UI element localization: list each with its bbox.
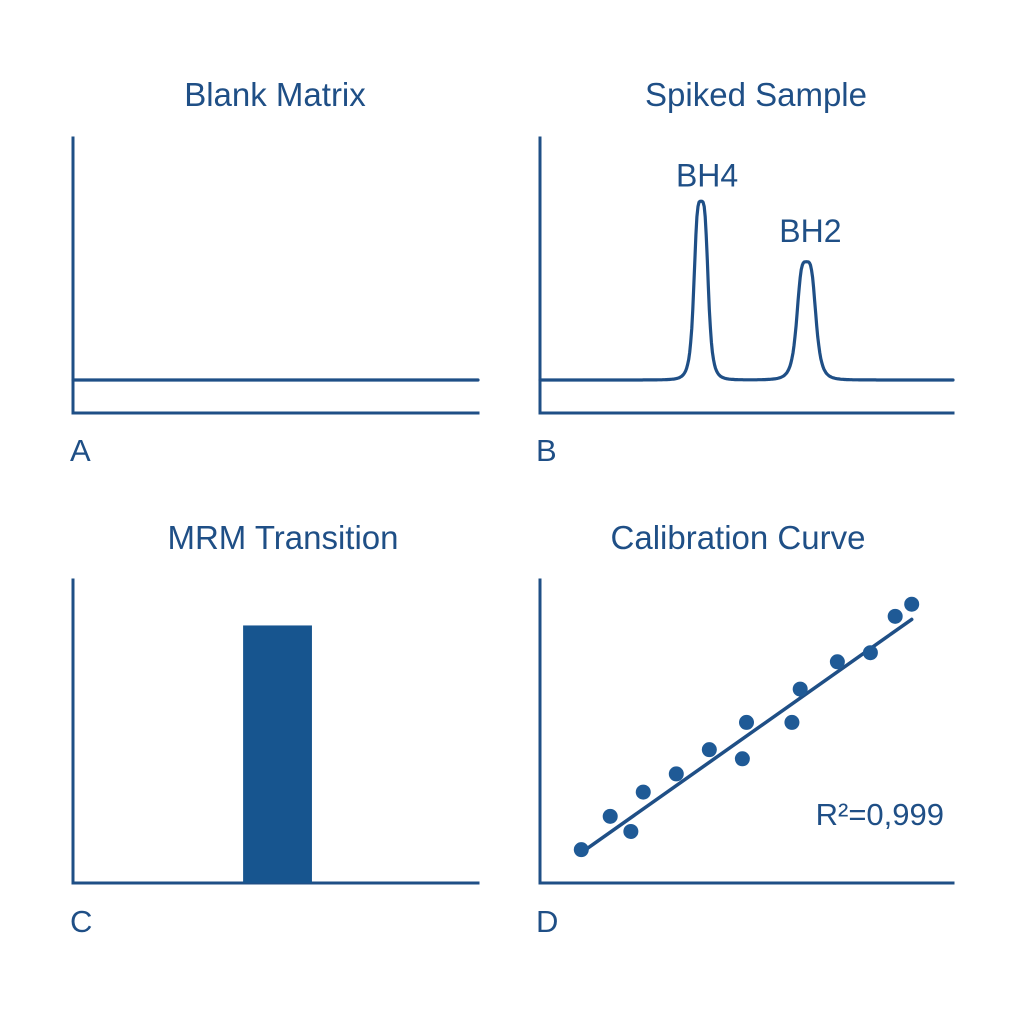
panel-a-title: Blank Matrix: [184, 76, 366, 113]
panel-b: Spiked Sample BH4 BH2 B: [536, 76, 955, 468]
panel-d-fit-line: [579, 617, 914, 855]
panel-a-letter: A: [70, 433, 91, 468]
panel-d-point-11: [862, 645, 878, 661]
panel-c-letter: C: [70, 904, 92, 939]
panel-d-letter: D: [536, 904, 558, 939]
panel-c-bar-0: [243, 625, 312, 883]
panel-d-title: Calibration Curve: [611, 519, 866, 556]
panel-d-point-4: [668, 766, 684, 782]
panel-b-trace: [538, 199, 955, 382]
panel-c-title: MRM Transition: [167, 519, 398, 556]
panel-d-point-8: [784, 714, 800, 730]
panel-d-point-10: [829, 654, 845, 670]
panel-b-title: Spiked Sample: [645, 76, 867, 113]
panel-d-point-2: [623, 823, 639, 839]
panel-d-point-9: [792, 681, 808, 697]
panel-d-point-0: [573, 842, 589, 858]
peak-label-bh4: BH4: [676, 157, 738, 193]
panel-d-r2-annotation: R²=0,999: [816, 797, 944, 832]
panel-d-point-5: [701, 742, 717, 758]
panel-d: Calibration Curve R²=0,999 D: [536, 519, 955, 939]
panel-d-point-1: [602, 808, 618, 824]
panel-d-point-3: [635, 784, 651, 800]
panel-d-point-6: [734, 751, 750, 767]
panel-c-bars: [243, 625, 312, 883]
peak-label-bh2: BH2: [779, 213, 841, 249]
panel-d-points: [573, 596, 920, 858]
panel-c: MRM Transition C: [70, 519, 480, 939]
panel-a: Blank Matrix A: [70, 76, 480, 468]
panel-b-letter: B: [536, 433, 557, 468]
panel-d-point-7: [739, 714, 754, 730]
panel-d-point-12: [887, 608, 903, 624]
panel-d-point-13: [904, 596, 920, 612]
